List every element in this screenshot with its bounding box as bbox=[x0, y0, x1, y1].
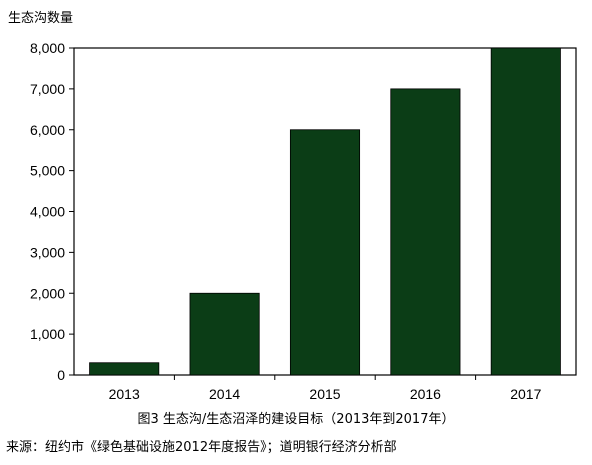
y-tick-label: 2,000 bbox=[30, 285, 65, 301]
x-tick-label: 2015 bbox=[309, 386, 340, 402]
x-tick-label: 2014 bbox=[209, 386, 240, 402]
y-axis: 0 1,000 2,000 3,000 4,000 5,000 6,000 7,000 8,00… bbox=[30, 40, 74, 383]
y-tick-label: 7,000 bbox=[30, 81, 65, 97]
y-tick-label: 5,000 bbox=[30, 163, 65, 179]
x-tick-label: 2016 bbox=[410, 386, 441, 402]
bar-2017 bbox=[490, 47, 561, 376]
source-note: 来源：纽约市《绿色基础设施2012年度报告》；道明银行经济分析部 bbox=[6, 440, 397, 455]
x-tick-label: 2017 bbox=[510, 386, 541, 402]
x-axis: 2013 2014 2015 2016 2017 bbox=[109, 375, 542, 402]
bars bbox=[89, 47, 561, 376]
x-tick-label: 2013 bbox=[109, 386, 140, 402]
y-tick-label: 1,000 bbox=[30, 326, 65, 342]
bar-chart: 生态沟数量 0 1,000 2,000 3,000 4,000 5,000 6,000 7,0… bbox=[8, 11, 577, 402]
y-tick-label: 3,000 bbox=[30, 244, 65, 260]
bar-2014 bbox=[189, 292, 260, 376]
y-tick-label: 0 bbox=[57, 367, 65, 383]
y-axis-title: 生态沟数量 bbox=[8, 11, 73, 26]
y-tick-label: 8,000 bbox=[30, 40, 65, 56]
y-tick-label: 4,000 bbox=[30, 204, 65, 220]
y-tick-label: 6,000 bbox=[30, 122, 65, 138]
bar-2013 bbox=[89, 362, 160, 376]
figure-caption: 图3 生态沟/生态沼泽的建设目标（2013年到2017年） bbox=[137, 412, 455, 427]
bar-2015 bbox=[289, 129, 361, 376]
bar-2016 bbox=[390, 88, 461, 376]
